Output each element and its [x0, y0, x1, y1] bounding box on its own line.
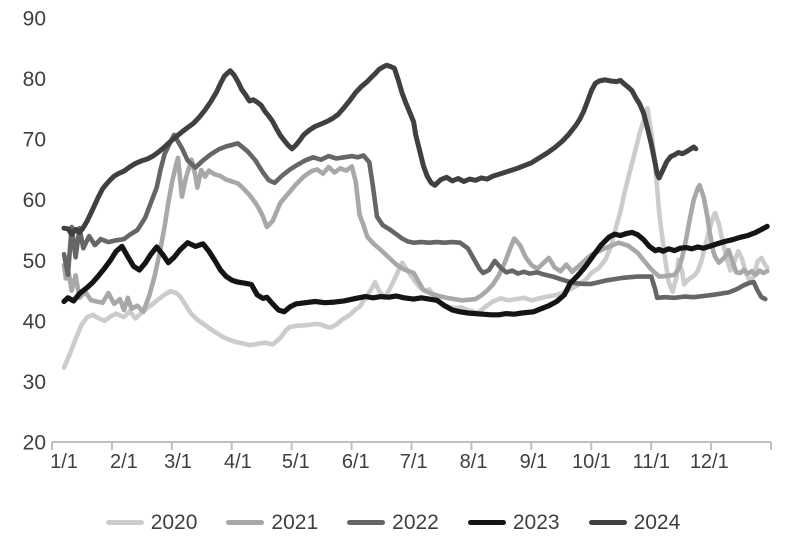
series-line-2021	[61, 155, 770, 315]
x-axis-tick-label: 3/1	[164, 451, 192, 473]
y-axis-tick-label: 20	[23, 432, 46, 455]
y-axis-tick-label: 80	[23, 68, 46, 91]
legend-swatch-2023	[467, 519, 506, 525]
x-axis-tick-label: 8/1	[460, 451, 488, 473]
legend-label: 2021	[271, 510, 319, 534]
y-axis-tick-label: 70	[23, 129, 46, 152]
series-line-2024	[61, 62, 699, 237]
legend-label: 2024	[633, 510, 681, 534]
y-axis-tick-label: 40	[23, 310, 46, 333]
y-axis-tick-label: 50	[23, 250, 46, 273]
y-axis-tick-label: 60	[23, 189, 46, 212]
line-chart: 20 30 40 50 60 70 80 90 1/1 2/1 3/1 4/1 5/1 6/1 7/1 8/1…	[23, 8, 772, 473]
legend-label: 2022	[392, 510, 439, 534]
series-line-2023	[61, 223, 770, 318]
x-axis-tick-label: 12/1	[690, 451, 729, 473]
legend-item-2020: 2020	[105, 510, 198, 534]
legend-swatch-2021	[226, 519, 265, 525]
x-axis-tick-label: 2/1	[110, 451, 138, 473]
legend-item-2022: 2022	[347, 512, 439, 533]
x-axis-tick-label: 7/1	[400, 451, 428, 473]
x-axis-tick-label: 9/1	[520, 451, 548, 473]
x-axis-tick-label: 5/1	[282, 451, 310, 473]
chart-legend: 2020 2021 2022 2023 2024	[0, 505, 786, 539]
y-axis-tick-label: 90	[23, 8, 46, 31]
x-axis-tick-label: 1/1	[50, 451, 78, 473]
legend-item-2023: 2023	[467, 510, 560, 534]
x-axis-tick-label: 10/1	[572, 451, 611, 473]
legend-swatch-2022	[347, 519, 386, 525]
x-axis-tick-label: 6/1	[342, 451, 370, 473]
series-line-2020	[61, 106, 770, 370]
legend-label: 2023	[512, 510, 560, 534]
x-axis-tick-label: 4/1	[224, 451, 252, 473]
legend-label: 2020	[150, 510, 198, 534]
x-axis-tick-label: 11/1	[633, 451, 670, 473]
legend-swatch-2020	[105, 519, 144, 525]
legend-item-2021: 2021	[226, 512, 318, 533]
legend-swatch-2024	[588, 519, 627, 525]
y-axis-tick-label: 30	[23, 371, 46, 394]
legend-item-2024: 2024	[588, 510, 681, 534]
series-line-2022	[61, 132, 768, 302]
